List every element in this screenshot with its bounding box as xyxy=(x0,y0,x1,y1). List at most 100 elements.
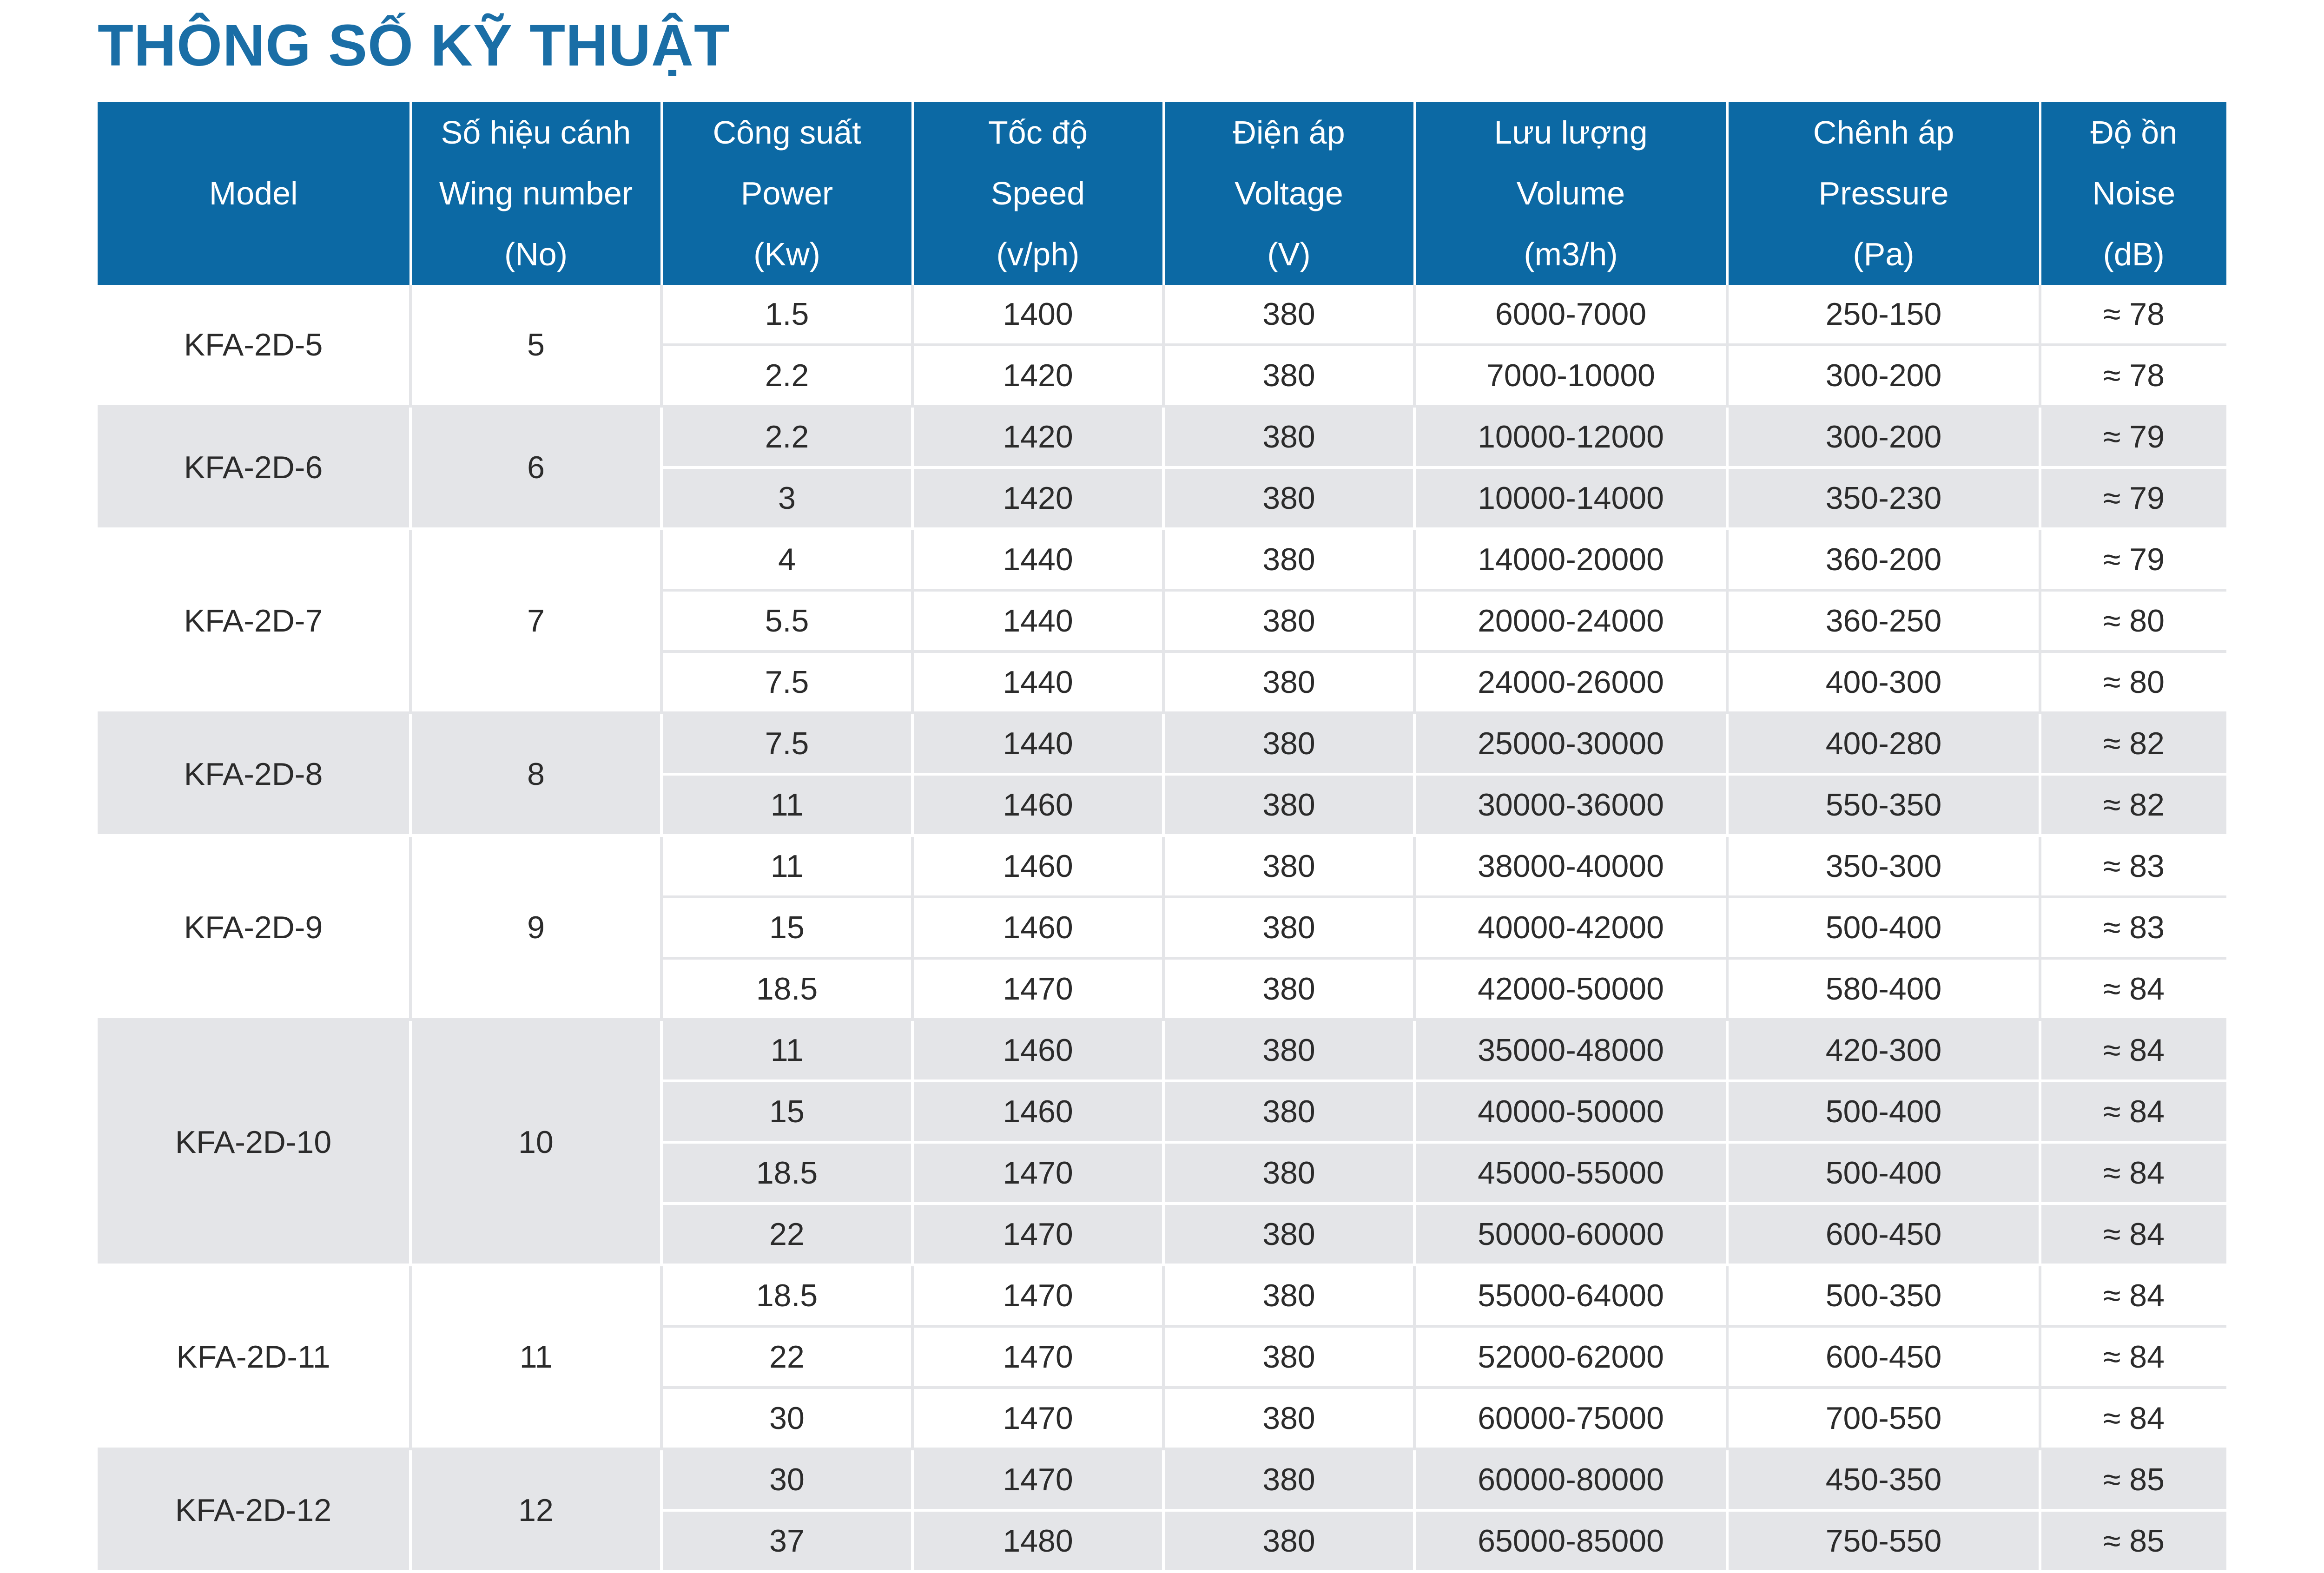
cell-pressure: 400-280 xyxy=(1727,713,2041,776)
cell-power: 11 xyxy=(661,1020,914,1082)
cell-voltage: 380 xyxy=(1163,1265,1416,1328)
cell-power: 18.5 xyxy=(661,1265,914,1328)
page-title: THÔNG SỐ KỸ THUẬT xyxy=(98,13,730,78)
cell-model: KFA-2D-8 xyxy=(98,713,412,837)
cell-power: 5.5 xyxy=(661,590,914,653)
cell-speed: 1480 xyxy=(912,1510,1165,1573)
cell-speed: 1470 xyxy=(912,1265,1165,1328)
cell-pressure: 300-200 xyxy=(1727,406,2041,469)
cell-pressure: 300-200 xyxy=(1727,345,2041,408)
cell-volume: 40000-42000 xyxy=(1414,897,1729,960)
cell-pressure: 500-400 xyxy=(1727,897,2041,960)
cell-wing-number: 12 xyxy=(410,1449,663,1573)
cell-noise: ≈ 84 xyxy=(2040,1204,2226,1266)
cell-noise: ≈ 83 xyxy=(2040,836,2226,898)
cell-speed: 1440 xyxy=(912,529,1165,592)
header-noise-line: (dB) xyxy=(2103,236,2165,272)
cell-pressure: 580-400 xyxy=(1727,958,2041,1021)
header-wing-number-line: Wing number xyxy=(439,175,633,211)
cell-volume: 60000-80000 xyxy=(1414,1449,1729,1512)
table-row: 15 1460 380 40000-50000 500-400 ≈ 84 xyxy=(98,1081,2226,1144)
spec-table: Model Số hiệu cánh Wing number (No) Công suấ… xyxy=(98,102,2226,1573)
cell-pressure: 350-230 xyxy=(1727,467,2041,530)
cell-noise: ≈ 84 xyxy=(2040,1265,2226,1328)
table-row: KFA-2D-12 12 30 1470 380 60000-80000 450-350 ≈ … xyxy=(98,1449,2226,1573)
cell-volume: 10000-12000 xyxy=(1414,406,1729,469)
cell-power: 7.5 xyxy=(661,652,914,714)
table-row: KFA-2D-5 5 1.5 1400 380 6000-7000 250-150 ≈ 78 xyxy=(98,285,2226,408)
cell-voltage: 380 xyxy=(1163,1449,1416,1512)
table-body: KFA-2D-5 5 1.5 1400 380 6000-7000 250-150 ≈ 78 2… xyxy=(98,285,2226,1573)
cell-pressure: 500-400 xyxy=(1727,1081,2041,1144)
cell-speed: 1470 xyxy=(912,1142,1165,1205)
cell-wing-number: 8 xyxy=(410,713,663,837)
cell-power: 2.2 xyxy=(661,345,914,408)
cell-pressure: 350-300 xyxy=(1727,836,2041,898)
cell-noise: ≈ 79 xyxy=(2040,406,2226,469)
cell-speed: 1440 xyxy=(912,590,1165,653)
cell-volume: 35000-48000 xyxy=(1414,1020,1729,1082)
table-row: 7.5 1440 380 24000-26000 400-300 ≈ 80 xyxy=(98,652,2226,714)
header-voltage: Điện áp Voltage (V) xyxy=(1163,102,1416,285)
cell-speed: 1460 xyxy=(912,774,1165,837)
header-wing-number-line: (No) xyxy=(504,236,568,272)
cell-volume: 60000-75000 xyxy=(1414,1388,1729,1450)
cell-power: 11 xyxy=(661,836,914,898)
header-power: Công suất Power (Kw) xyxy=(661,102,914,285)
cell-power: 22 xyxy=(661,1326,914,1389)
cell-voltage: 380 xyxy=(1163,897,1416,960)
cell-noise: ≈ 83 xyxy=(2040,897,2226,960)
cell-wing-number: 10 xyxy=(410,1020,663,1266)
cell-noise: ≈ 84 xyxy=(2040,1142,2226,1205)
cell-voltage: 380 xyxy=(1163,1020,1416,1082)
cell-pressure: 500-350 xyxy=(1727,1265,2041,1328)
cell-power: 22 xyxy=(661,1204,914,1266)
header-speed-line: (v/ph) xyxy=(996,236,1080,272)
table-row: KFA-2D-8 8 7.5 1440 380 25000-30000 400-280 ≈ 8… xyxy=(98,713,2226,837)
cell-pressure: 750-550 xyxy=(1727,1510,2041,1573)
cell-pressure: 600-450 xyxy=(1727,1326,2041,1389)
table-row: 22 1470 380 50000-60000 600-450 ≈ 84 xyxy=(98,1204,2226,1266)
cell-power: 15 xyxy=(661,897,914,960)
cell-power: 4 xyxy=(661,529,914,592)
cell-volume: 30000-36000 xyxy=(1414,774,1729,837)
cell-noise: ≈ 82 xyxy=(2040,774,2226,837)
header-power-line: Power xyxy=(740,175,833,211)
cell-speed: 1460 xyxy=(912,836,1165,898)
cell-speed: 1470 xyxy=(912,958,1165,1021)
cell-pressure: 360-250 xyxy=(1727,590,2041,653)
cell-power: 30 xyxy=(661,1449,914,1512)
cell-voltage: 380 xyxy=(1163,345,1416,408)
header-model-line xyxy=(98,102,409,163)
header-voltage-line: (V) xyxy=(1267,236,1311,272)
cell-speed: 1420 xyxy=(912,345,1165,408)
cell-wing-number: 7 xyxy=(410,529,663,714)
table-row: KFA-2D-9 9 11 1460 380 38000-40000 350-300 ≈ 83 xyxy=(98,836,2226,1021)
cell-speed: 1470 xyxy=(912,1449,1165,1512)
cell-volume: 7000-10000 xyxy=(1414,345,1729,408)
cell-speed: 1400 xyxy=(912,285,1165,346)
cell-power: 30 xyxy=(661,1388,914,1450)
table-row: 11 1460 380 30000-36000 550-350 ≈ 82 xyxy=(98,774,2226,837)
cell-noise: ≈ 80 xyxy=(2040,652,2226,714)
cell-pressure: 600-450 xyxy=(1727,1204,2041,1266)
cell-volume: 45000-55000 xyxy=(1414,1142,1729,1205)
cell-model: KFA-2D-9 xyxy=(98,836,412,1021)
cell-pressure: 700-550 xyxy=(1727,1388,2041,1450)
cell-voltage: 380 xyxy=(1163,1081,1416,1144)
cell-power: 3 xyxy=(661,467,914,530)
cell-noise: ≈ 78 xyxy=(2040,285,2226,346)
header-speed: Tốc độ Speed (v/ph) xyxy=(912,102,1165,285)
header-voltage-line: Voltage xyxy=(1235,175,1343,211)
cell-volume: 20000-24000 xyxy=(1414,590,1729,653)
header-model: Model xyxy=(98,102,412,285)
cell-volume: 55000-64000 xyxy=(1414,1265,1729,1328)
cell-power: 37 xyxy=(661,1510,914,1573)
header-noise: Độ ồn Noise (dB) xyxy=(2040,102,2226,285)
cell-voltage: 380 xyxy=(1163,285,1416,346)
cell-power: 7.5 xyxy=(661,713,914,776)
cell-noise: ≈ 85 xyxy=(2040,1449,2226,1512)
cell-model: KFA-2D-12 xyxy=(98,1449,412,1573)
cell-voltage: 380 xyxy=(1163,1388,1416,1450)
cell-noise: ≈ 85 xyxy=(2040,1510,2226,1573)
